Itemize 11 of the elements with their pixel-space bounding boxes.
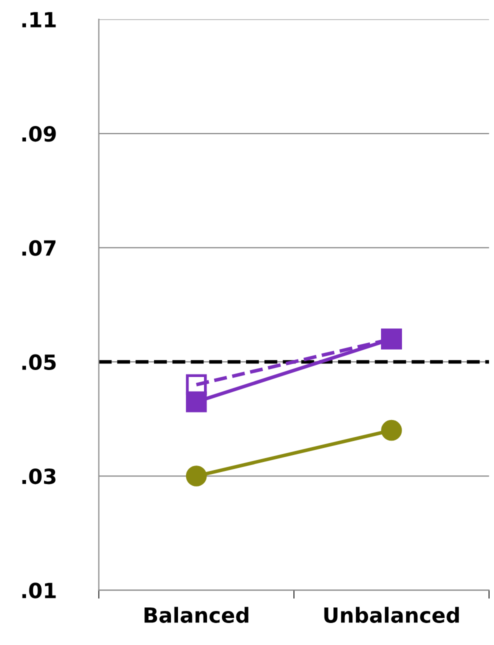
y-tick-label: .11 — [22, 12, 56, 28]
x-tick-label: Unbalanced — [324, 606, 459, 623]
point — [186, 374, 207, 396]
x-tick-label: Balanced — [144, 606, 248, 623]
y-tick-label: .07 — [22, 240, 56, 256]
point — [381, 420, 402, 441]
y-tick-label: .05 — [22, 354, 56, 370]
y-tick-label: .01 — [22, 582, 56, 598]
y-tick-label: .09 — [22, 126, 56, 142]
y-tick-label: .03 — [22, 468, 56, 484]
point — [186, 466, 207, 486]
